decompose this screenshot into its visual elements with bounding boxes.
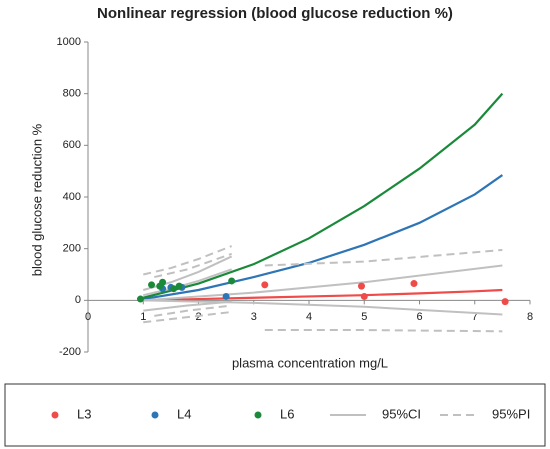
legend-swatch <box>151 411 159 419</box>
data-point <box>170 285 178 293</box>
interval-line <box>143 300 232 312</box>
x-tick-label: 1 <box>140 311 146 323</box>
y-tick-label: 0 <box>75 294 81 306</box>
x-tick-label: 5 <box>361 311 367 323</box>
data-point <box>357 282 365 290</box>
legend-label: L6 <box>280 406 294 421</box>
interval-line <box>264 248 503 267</box>
legend-label: L4 <box>177 406 191 421</box>
interval-line <box>154 304 232 317</box>
data-point <box>228 277 236 285</box>
y-tick-label: -200 <box>59 346 81 358</box>
interval-line <box>143 310 232 324</box>
chart-title: Nonlinear regression (blood glucose redu… <box>97 5 453 22</box>
legend-swatch <box>254 411 262 419</box>
x-tick-label: 0 <box>85 311 91 323</box>
interval-line <box>143 264 503 302</box>
legend-label: L3 <box>77 406 91 421</box>
legend-label: 95%CI <box>382 406 421 421</box>
x-tick-label: 7 <box>472 311 478 323</box>
x-tick-label: 2 <box>195 311 201 323</box>
y-tick-label: 800 <box>63 88 81 100</box>
data-point <box>410 280 418 288</box>
x-tick-label: 8 <box>527 311 533 323</box>
fit-line <box>142 92 504 299</box>
x-axis-label: plasma concentration mg/L <box>232 355 388 370</box>
interval-line <box>264 329 503 333</box>
data-point <box>148 281 156 289</box>
interval-line <box>143 268 232 297</box>
x-tick-label: 6 <box>416 311 422 323</box>
data-point <box>360 292 368 300</box>
y-tick-label: 1000 <box>57 36 81 48</box>
interval-line <box>143 299 503 316</box>
data-point <box>136 295 144 303</box>
legend-label: 95%PI <box>492 406 530 421</box>
y-axis-label: blood glucose reduction % <box>29 123 44 276</box>
data-point <box>261 281 269 289</box>
fit-line <box>143 174 504 301</box>
data-point <box>159 278 167 286</box>
data-point <box>175 282 183 290</box>
interval-line <box>143 245 233 276</box>
interval-line <box>154 252 232 279</box>
data-point <box>501 298 509 306</box>
legend-swatch <box>51 411 59 419</box>
x-tick-label: 3 <box>251 311 257 323</box>
fit-line <box>143 288 503 302</box>
y-tick-label: 400 <box>63 191 81 203</box>
y-tick-label: 200 <box>63 243 81 255</box>
data-point <box>222 292 230 300</box>
x-tick-label: 4 <box>306 311 312 323</box>
legend-box <box>4 383 546 447</box>
y-tick-label: 600 <box>63 139 81 151</box>
